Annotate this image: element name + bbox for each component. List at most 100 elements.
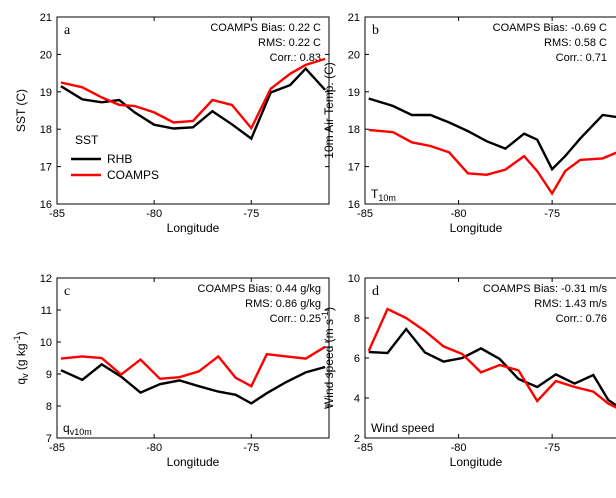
stat-line: Corr.: 0.25 <box>270 313 321 325</box>
panel-b: -85 -80 -75 16 17 18 19 20 21 Longitude 10m Air Te… <box>322 12 616 235</box>
y-axis-label-part: q <box>14 378 28 385</box>
panel-letter: d <box>372 284 379 299</box>
y-axis-label: 10m Air Temp. (C) <box>322 62 336 158</box>
legend-entry: RHB <box>107 152 132 166</box>
corner-label: qv10m <box>63 421 92 437</box>
corner-label: Wind speed <box>371 421 434 435</box>
series-group <box>367 307 616 409</box>
legend-title: SST <box>75 133 99 147</box>
x-axis-label: Longitude <box>167 455 220 469</box>
series-line-coamps <box>368 128 616 196</box>
x-tick-label: -80 <box>146 208 162 220</box>
stat-line: RMS: 0.22 C <box>258 37 321 49</box>
panel-letter: a <box>64 23 71 38</box>
corner-label: T10m <box>371 187 396 203</box>
y-axis-label-part: 10m Air Temp. (C) <box>322 62 336 158</box>
panel-letter: c <box>64 284 70 299</box>
stat-line: COAMPS Bias: -0.31 m/s <box>483 283 608 295</box>
x-tick-label: -75 <box>243 208 259 220</box>
y-axis-label-part: v <box>20 373 30 378</box>
legend-entry: COAMPS <box>107 168 159 182</box>
y-tick-label: 16 <box>40 199 52 211</box>
stat-line: COAMPS Bias: -0.69 C <box>493 22 607 34</box>
y-axis-label-part: ) <box>322 307 336 311</box>
stat-line: Corr.: 0.76 <box>556 313 607 325</box>
x-tick-label: -85 <box>49 442 65 454</box>
panel-a: -85 -80 -75 16 17 18 19 20 21 Longitude SST (C) a CO… <box>14 12 330 235</box>
corner-label-main: q <box>63 421 70 435</box>
y-tick-label: 6 <box>354 353 360 365</box>
stat-line: COAMPS Bias: 0.44 g/kg <box>198 283 322 295</box>
y-tick-label: 11 <box>41 305 52 317</box>
series-group <box>60 57 326 141</box>
x-tick-label: -85 <box>49 208 65 220</box>
y-tick-label: 21 <box>40 12 52 24</box>
stat-line: Corr.: 0.83 <box>270 52 321 64</box>
x-tick-label: -80 <box>451 442 467 454</box>
series-line-rhb <box>60 66 326 141</box>
x-tick-label: -80 <box>451 208 467 220</box>
y-axis-label: SST (C) <box>14 89 28 132</box>
y-tick-label: 17 <box>348 162 360 174</box>
stat-line: RMS: 0.86 g/kg <box>245 298 321 310</box>
y-tick-label: 19 <box>40 87 52 99</box>
y-tick-label: 18 <box>348 124 360 136</box>
stat-line: RMS: 0.58 C <box>544 37 607 49</box>
y-tick-label: 10 <box>348 273 360 285</box>
y-tick-label: 12 <box>40 273 52 285</box>
y-tick-label: 20 <box>348 49 360 61</box>
series-line-coamps <box>60 345 326 388</box>
series-line-rhb <box>60 362 326 405</box>
axes-frame <box>56 16 330 205</box>
y-axis-label-part: ) <box>14 331 28 335</box>
series-line-coamps <box>60 57 326 131</box>
x-axis-label: Longitude <box>450 455 503 469</box>
x-tick-label: -75 <box>544 442 560 454</box>
x-tick-label: -75 <box>243 442 259 454</box>
x-tick-label: -85 <box>357 442 373 454</box>
stat-line: Corr.: 0.71 <box>556 52 607 64</box>
y-tick-label: 16 <box>348 199 360 211</box>
series-line-rhb <box>368 97 616 172</box>
y-axis-label-part: Wind speed (m s <box>322 319 336 409</box>
y-tick-label: 17 <box>40 162 52 174</box>
y-tick-label: 19 <box>348 87 360 99</box>
axes-frame <box>364 16 616 205</box>
x-tick-label: -80 <box>146 442 162 454</box>
y-tick-label: 21 <box>348 12 360 24</box>
y-axis-label: qv (g kg-1) <box>12 331 30 384</box>
y-tick-label: 4 <box>354 393 360 405</box>
y-axis-label-part: SST (C) <box>14 89 28 132</box>
y-tick-label: 7 <box>46 433 52 445</box>
stat-line: COAMPS Bias: 0.22 C <box>210 22 321 34</box>
x-tick-label: -85 <box>357 208 373 220</box>
axes-frame <box>56 277 330 439</box>
y-axis-label-part: (g kg <box>14 343 28 373</box>
panel-d: -85 -80 -75 2 4 6 8 10 Longitude Wind speed (m s-… <box>320 273 616 469</box>
y-tick-label: 20 <box>40 49 52 61</box>
y-tick-label: 18 <box>40 124 52 136</box>
corner-label-main: T <box>371 187 379 201</box>
y-tick-label: 8 <box>46 401 52 413</box>
y-tick-label: 9 <box>46 369 52 381</box>
series-line-coamps <box>367 307 616 409</box>
corner-label-sub: 10m <box>378 193 396 203</box>
y-axis-label-part: -1 <box>12 335 22 343</box>
series-line-rhb <box>368 327 616 407</box>
series-group <box>368 97 616 196</box>
y-tick-label: 2 <box>354 433 360 445</box>
x-axis-label: Longitude <box>167 221 220 235</box>
y-tick-label: 10 <box>40 337 52 349</box>
x-axis-label: Longitude <box>450 221 503 235</box>
corner-label-main: Wind speed <box>371 421 434 435</box>
y-axis-label-part: -1 <box>320 311 330 319</box>
y-tick-label: 8 <box>354 313 360 325</box>
y-axis-label: Wind speed (m s-1) <box>320 307 336 409</box>
stat-line: RMS: 1.43 m/s <box>534 298 607 310</box>
panel-letter: b <box>372 23 379 38</box>
series-group <box>60 345 326 405</box>
x-tick-label: -75 <box>544 208 560 220</box>
corner-label-sub: v10m <box>70 427 92 437</box>
